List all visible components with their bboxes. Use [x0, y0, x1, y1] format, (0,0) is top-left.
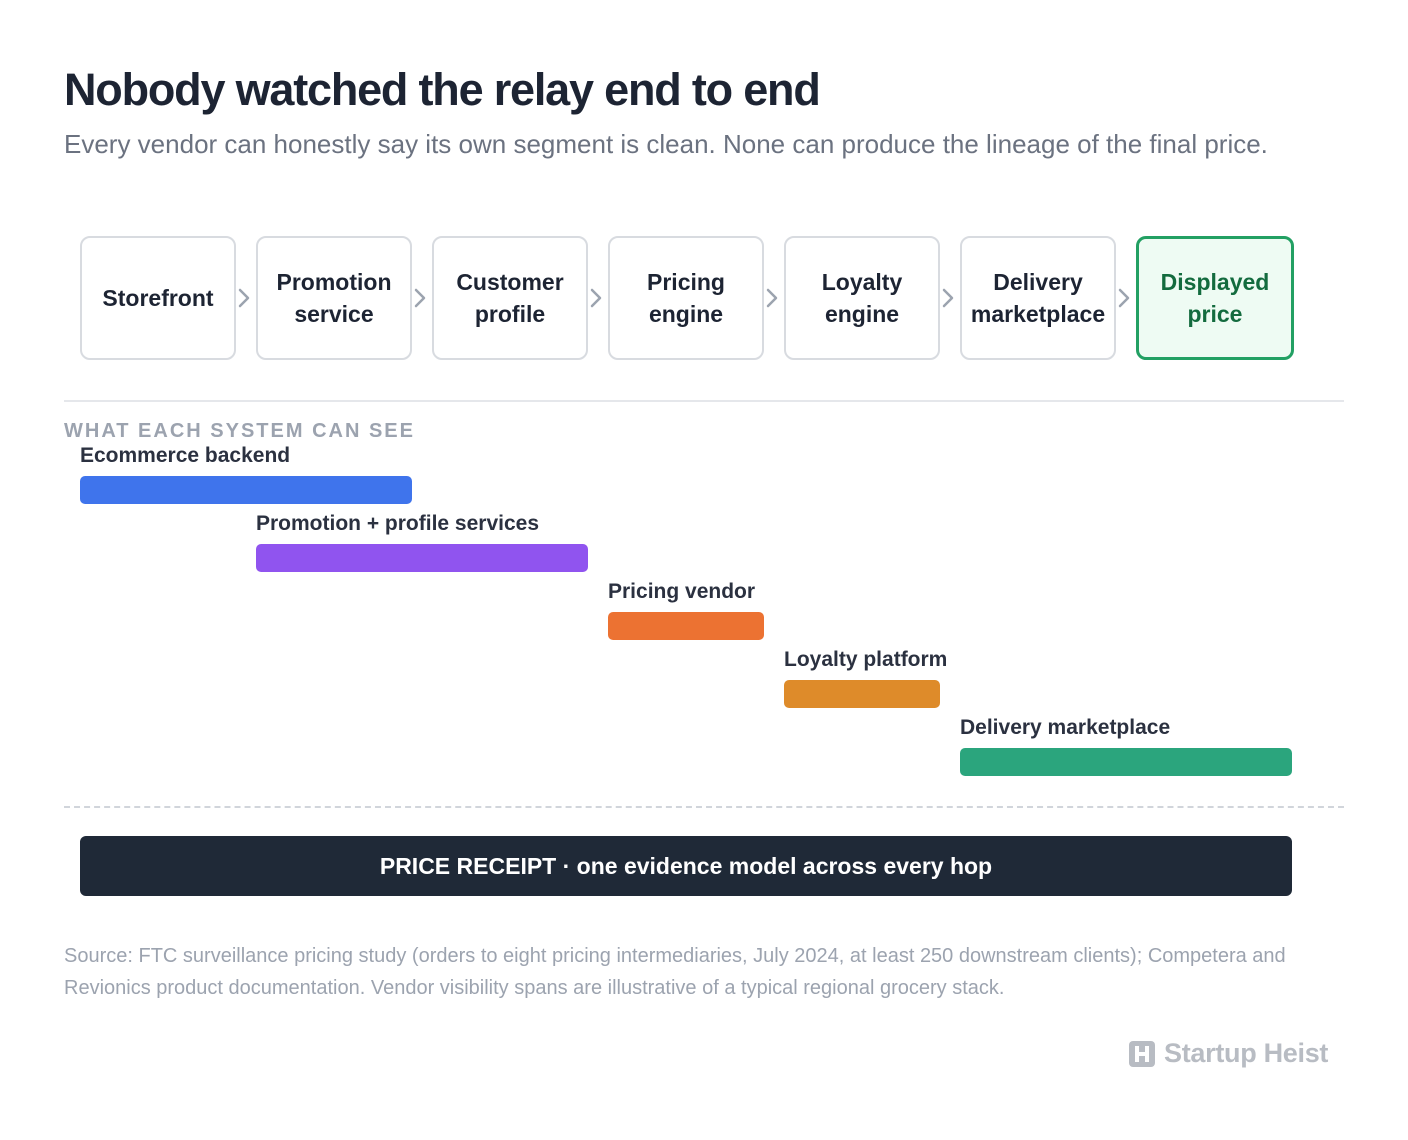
brand-name: Startup Heist [1164, 1038, 1329, 1068]
visibility-span-bar [256, 544, 588, 572]
banner-text: PRICE RECEIPT · one evidence model acros… [379, 852, 993, 879]
chevron-right-icon [1118, 288, 1130, 308]
visibility-span-bar [80, 476, 412, 504]
flow-node-label: Loyalty engine [821, 269, 903, 327]
chevron-right-icon [414, 288, 426, 308]
source-note: Source: FTC surveillance pricing study (… [64, 945, 1286, 999]
relay-flow: Storefront Promotion service Customer pr… [80, 236, 1294, 360]
flow-node-delivery-marketplace: Delivery marketplace [960, 236, 1116, 360]
visibility-span-label: Loyalty platform [784, 648, 948, 671]
flow-node-promotion-service: Promotion service [256, 236, 412, 360]
flow-node-label: Pricing engine [647, 269, 725, 327]
chart-subtitle: Every vendor can honestly say its own se… [64, 129, 1268, 159]
flow-node-label: Displayed price [1160, 269, 1270, 327]
section-divider [64, 400, 1344, 402]
visibility-span-label: Promotion + profile services [256, 512, 540, 535]
chevron-right-icon [238, 288, 250, 308]
flow-node-label: Delivery marketplace [970, 269, 1106, 327]
flow-node-storefront: Storefront [80, 236, 236, 360]
h-logo-icon [1129, 1040, 1155, 1067]
brand-mark: Startup Heist [1128, 1038, 1328, 1069]
chart-title: Nobody watched the relay end to end [64, 64, 821, 115]
chevron-right-icon [942, 288, 954, 308]
flow-node-label: Promotion service [276, 269, 392, 327]
visibility-span-label: Delivery marketplace [960, 716, 1171, 739]
flow-node-loyalty-engine: Loyalty engine [784, 236, 940, 360]
price-receipt-banner: PRICE RECEIPT · one evidence model acros… [80, 836, 1292, 896]
chevron-right-icon [590, 288, 602, 308]
visibility-span-bar [608, 612, 764, 640]
flow-node-label: Storefront [102, 285, 214, 311]
flow-node-label: Customer profile [456, 269, 564, 327]
visibility-span-label: Pricing vendor [608, 580, 756, 603]
visibility-span-bar [784, 680, 940, 708]
visibility-span-bar [960, 748, 1292, 776]
visibility-span-label: Ecommerce backend [80, 444, 291, 467]
chevron-right-icon [766, 288, 778, 308]
flow-node-customer-profile: Customer profile [432, 236, 588, 360]
visibility-section-label: WHAT EACH SYSTEM CAN SEE [64, 420, 415, 442]
section-divider-dashed [64, 806, 1344, 808]
flow-node-pricing-engine: Pricing engine [608, 236, 764, 360]
flow-node-displayed-price: Displayed price [1136, 236, 1294, 360]
